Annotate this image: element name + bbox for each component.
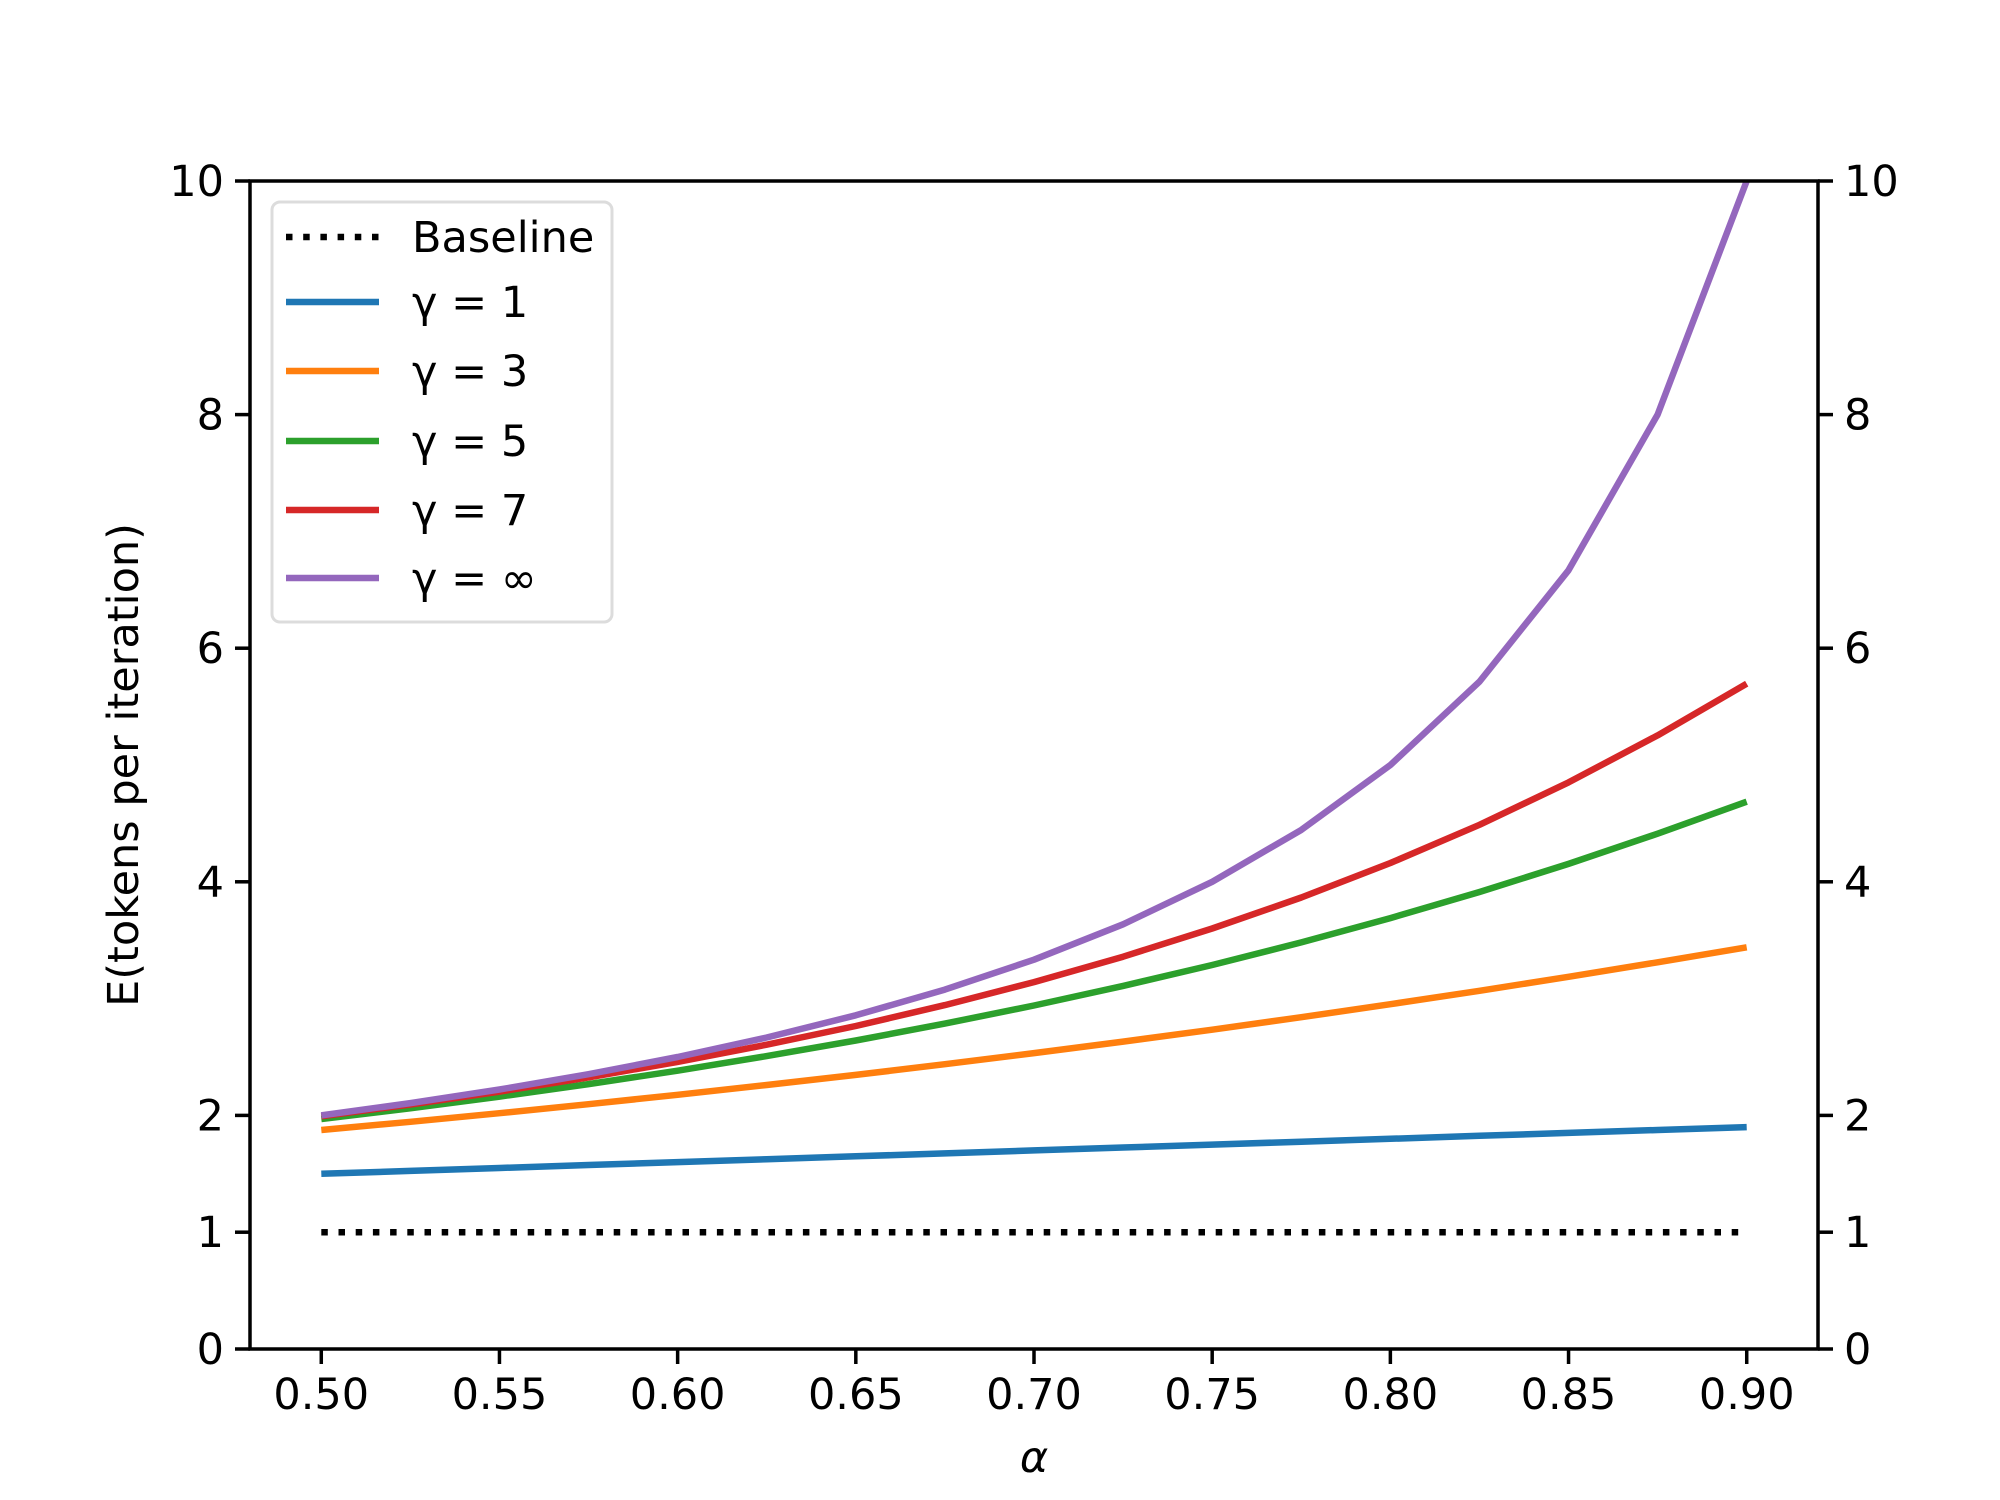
series-line-3 <box>320 798 1748 1123</box>
y-tick-label-5: 8 <box>197 391 224 441</box>
right-y-tick-label-2: 2 <box>1844 1091 1871 1141</box>
right-y-tick-label-5: 8 <box>1844 391 1871 441</box>
right-y-tick-label-1: 1 <box>1844 1208 1871 1258</box>
legend-label-0: Baseline <box>412 213 594 263</box>
legend-label-2: γ = 3 <box>412 347 528 397</box>
right-y-tick-label-3: 4 <box>1844 858 1871 908</box>
x-tick-label-1: 0.55 <box>452 1370 548 1420</box>
x-axis-label: α <box>1020 1433 1048 1483</box>
ticks-layer: 0.50 0.55 0.60 0.65 0.70 0.75 0.80 0.85 0.90 0 1 2 4… <box>169 157 1898 1420</box>
x-tick-label-4: 0.70 <box>986 1370 1082 1420</box>
series-line-5 <box>320 179 1750 1119</box>
y-tick-label-2: 2 <box>197 1091 224 1141</box>
x-tick-label-2: 0.60 <box>630 1370 726 1420</box>
legend-label-3: γ = 5 <box>412 417 528 467</box>
legend-label-1: γ = 1 <box>412 278 528 328</box>
right-y-tick-label-0: 0 <box>1844 1325 1871 1375</box>
x-tick-label-7: 0.85 <box>1521 1370 1617 1420</box>
x-tick-label-5: 0.75 <box>1164 1370 1260 1420</box>
right-y-tick-label-4: 6 <box>1844 624 1871 674</box>
legend-label-4: γ = 7 <box>412 486 528 536</box>
x-tick-label-6: 0.80 <box>1342 1370 1438 1420</box>
legend: Baseline γ = 1 γ = 3 γ = 5 γ = 7 γ = ∞ <box>270 200 614 624</box>
y-tick-label-4: 6 <box>197 624 224 674</box>
y-tick-label-1: 1 <box>197 1208 224 1258</box>
series-line-1 <box>321 1123 1747 1178</box>
x-tick-label-3: 0.65 <box>808 1370 904 1420</box>
legend-frame <box>270 200 614 624</box>
y-tick-label-3: 4 <box>197 858 224 908</box>
x-tick-label-0: 0.50 <box>273 1370 369 1420</box>
y-axis-label: E(tokens per iteration) <box>99 523 149 1007</box>
x-tick-label-8: 0.90 <box>1699 1370 1795 1420</box>
y-tick-label-0: 0 <box>197 1325 224 1375</box>
series-layer <box>320 179 1750 1236</box>
series-line-2 <box>321 944 1748 1134</box>
y-tick-label-6: 10 <box>169 157 224 207</box>
legend-label-5: γ = ∞ <box>412 554 537 604</box>
right-y-tick-label-6: 10 <box>1844 157 1899 207</box>
